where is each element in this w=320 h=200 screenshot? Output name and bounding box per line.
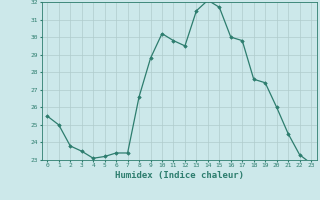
X-axis label: Humidex (Indice chaleur): Humidex (Indice chaleur) xyxy=(115,171,244,180)
